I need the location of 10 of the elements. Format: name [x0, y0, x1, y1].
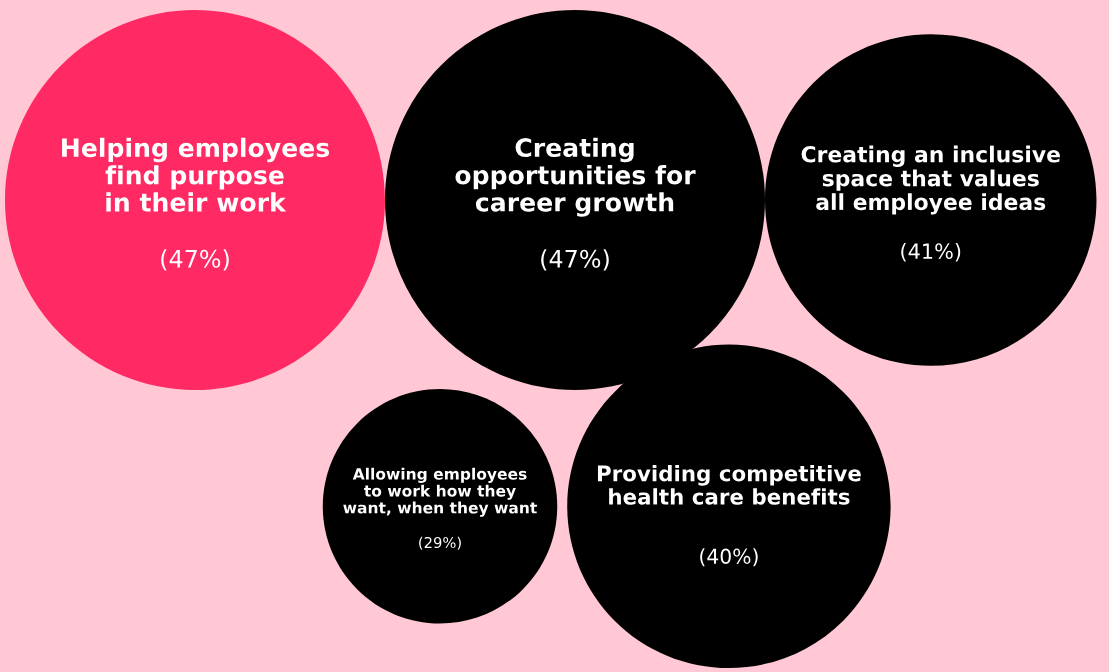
- category-label: Helping employees find purpose in their work: [62, 137, 330, 212]
- data-label: (47%): [161, 249, 229, 271]
- data-label: (47%): [541, 249, 609, 271]
- category-label: Allowing employees to work how they want, when they want: [343, 467, 537, 517]
- data-label: (41%): [901, 242, 961, 262]
- category-label: Providing competitive health care benefits: [597, 464, 861, 505]
- data-label: (29%): [419, 536, 461, 550]
- category-label: Creating an inclusive space that values all employee ideas: [801, 145, 1060, 215]
- category-label: Creating opportunities for career growth: [455, 137, 696, 217]
- data-label: (40%): [700, 548, 758, 567]
